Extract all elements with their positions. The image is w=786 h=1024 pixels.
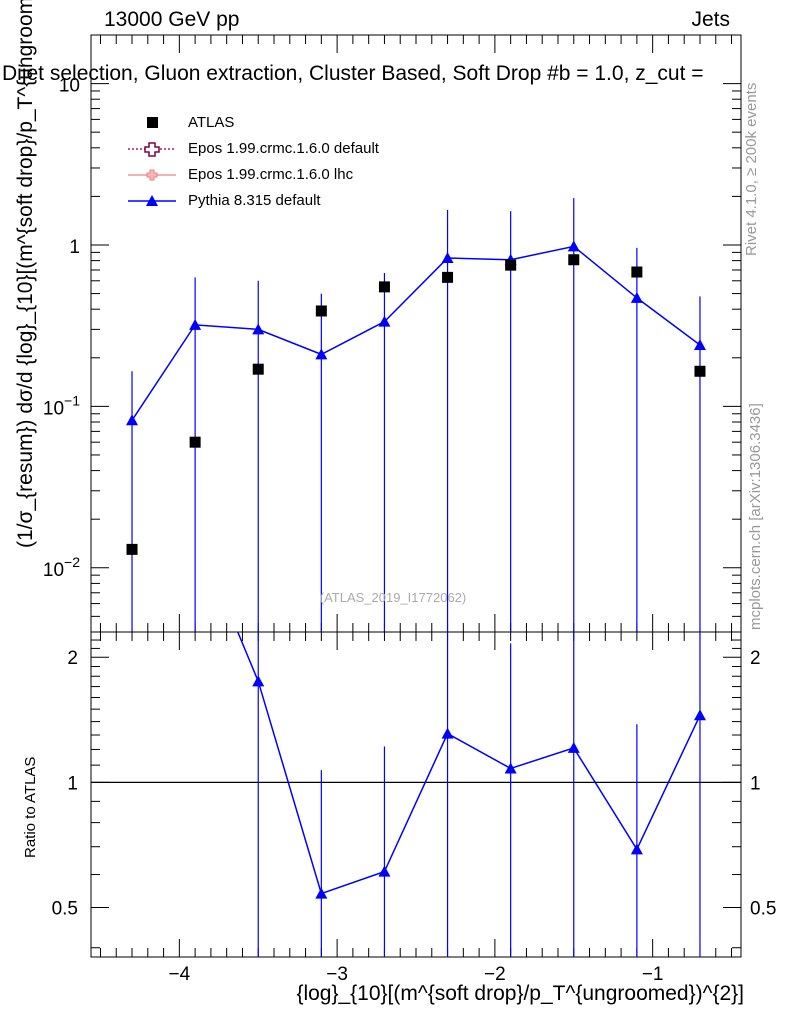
ratio-pythia-marker [630,843,643,855]
pythia-marker [441,252,454,264]
ratio-pythia-marker [693,709,706,721]
ratio-x-tick-label: −4 [169,964,191,985]
ratio-y-axis: 0.5 0.5 1 1 2 2 [52,639,776,949]
ratio-pythia-marker [378,865,391,877]
main-plot-area [126,198,706,632]
main-y-tick-label: 10−1 [43,392,80,419]
atlas-data-point [568,254,580,266]
pythia-marker [630,291,643,303]
ratio-pythia-marker [567,741,580,753]
legend-pythia-marker [146,195,158,206]
atlas-data-point [505,259,517,271]
mcplots-label: mcplots.cern.ch [arXiv:1306.3436] [747,403,764,630]
ratio-x-tick-label: −1 [642,964,664,985]
pythia-marker [567,240,580,252]
ratio-pythia-line [236,632,701,895]
ratio-pythia-marker [441,727,454,739]
ratio-frame [90,631,742,958]
ratio-y-tick-label: 0.5 [750,898,776,919]
atlas-data-point [442,271,454,283]
ratio-y-tick-label: 1 [750,773,761,794]
ratio-y-tick-label: 0.5 [52,898,78,919]
reference-label: (ATLAS_2019_I1772062) [319,590,467,605]
ratio-x-tick-label: −2 [484,964,506,985]
legend-label-epos-lhc: Epos 1.99.crmc.1.6.0 lhc [188,166,354,183]
process-label: Jets [691,8,730,31]
ratio-x-tick-label: −3 [326,964,348,985]
ratio-y-tick-label: 2 [67,648,78,669]
legend-label-atlas: ATLAS [188,114,235,131]
atlas-data-point [189,436,201,448]
atlas-data-point [126,543,138,555]
ratio-pythia-marker [504,762,517,774]
ratio-pythia-marker [315,887,328,899]
ratio-panel: 0.5 0.5 1 1 2 2 −4 −3 −2 −1 [52,631,776,985]
atlas-data-point [315,305,327,317]
legend [128,117,176,206]
pythia-marker [378,315,391,327]
atlas-data-point [694,365,706,377]
main-y-axis-label: (1/σ_{resum}) dσ/d {log}_{10}[(m^{soft d… [14,0,37,548]
atlas-data-point [378,281,390,293]
atlas-data-point [631,266,643,278]
main-panel: 10−2 10−1 1 10 [43,34,742,633]
pythia-marker [126,414,139,426]
ratio-pythia-marker [252,675,265,687]
main-y-tick-label: 1 [69,237,80,258]
analysis-subtitle: Dijet selection, Gluon extraction, Clust… [2,62,704,85]
main-y-tick-label: 10 [59,76,80,97]
ratio-y-tick-label: 1 [67,773,78,794]
pythia-marker [252,323,265,335]
legend-label-pythia: Pythia 8.315 default [188,192,321,209]
ratio-y-axis-label: Ratio to ATLAS [22,756,39,858]
atlas-data-point [252,363,264,375]
pythia-line [131,245,701,421]
legend-atlas-marker [147,117,158,128]
x-axis-label: {log}_{10}[(m^{soft drop}/p_T^{ungroomed… [296,982,744,1005]
rivet-version-label: Rivet 4.1.0, ≥ 200k events [743,82,760,256]
legend-label-epos-default: Epos 1.99.crmc.1.6.0 default [188,140,379,157]
energy-label: 13000 GeV pp [104,8,240,31]
ratio-y-tick-label: 2 [750,648,761,669]
pythia-marker [189,318,202,330]
ratio-plot-area [91,632,741,957]
pythia-marker [693,339,706,351]
pythia-marker [315,348,328,360]
legend-epos-lhc-marker [146,169,158,181]
main-y-axis: 10−2 10−1 1 10 [43,34,741,633]
legend-epos-default-marker [144,142,160,157]
main-y-tick-label: 10−2 [43,554,80,581]
